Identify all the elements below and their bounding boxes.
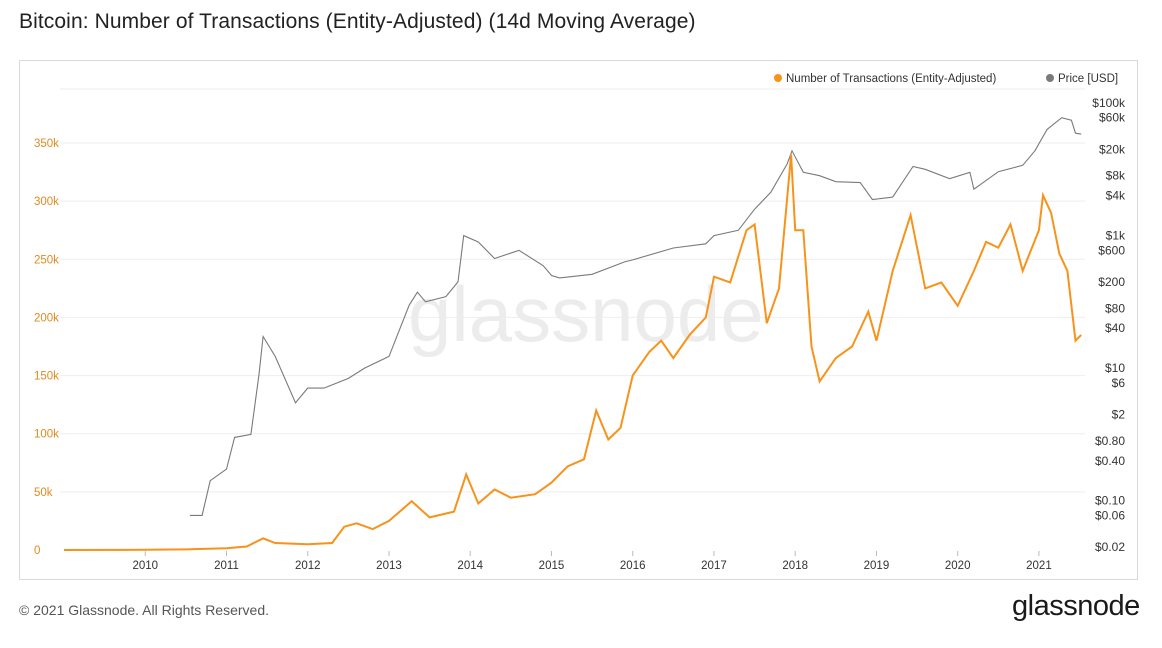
price-series-line xyxy=(189,117,1082,516)
y-left-tick-label: 150k xyxy=(34,371,59,383)
chart-panel: glassnode Number of Transactions (Entity… xyxy=(19,60,1138,580)
legend-label-price[interactable]: Price [USD] xyxy=(1058,73,1118,85)
y-right-tick-label: $80 xyxy=(1105,301,1125,315)
y-right-tick-label: $0.02 xyxy=(1095,540,1125,554)
y-right-tick-label: $0.40 xyxy=(1095,454,1125,468)
y-right-tick-label: $0.80 xyxy=(1095,434,1125,448)
x-tick-label: 2017 xyxy=(701,560,727,572)
x-tick-label: 2012 xyxy=(295,560,321,572)
y-right-tick-label: $0.06 xyxy=(1095,508,1125,522)
copyright-notice: © 2021 Glassnode. All Rights Reserved. xyxy=(19,602,270,618)
x-tick-label: 2020 xyxy=(945,560,971,572)
y-left-tick-label: 200k xyxy=(34,312,59,324)
y-left-tick-label: 250k xyxy=(34,254,59,266)
y-right-tick-label: $4k xyxy=(1106,189,1126,203)
chart-title: Bitcoin: Number of Transactions (Entity-… xyxy=(19,10,696,33)
y-left-tick-label: 350k xyxy=(34,138,59,150)
y-right-tick-label: $8k xyxy=(1106,169,1126,183)
x-tick-label: 2015 xyxy=(539,560,565,572)
x-tick-label: 2016 xyxy=(620,560,646,572)
y-left-tick-label: 50k xyxy=(34,487,53,499)
y-left-tick-label: 100k xyxy=(34,429,59,441)
watermark-text: glassnode xyxy=(408,270,764,358)
y-right-tick-label: $10 xyxy=(1105,361,1125,375)
y-right-tick-label: $600 xyxy=(1098,243,1125,257)
x-tick-label: 2011 xyxy=(214,560,239,572)
legend: Number of Transactions (Entity-Adjusted)… xyxy=(774,73,1118,85)
y-left-tick-label: 300k xyxy=(34,196,59,208)
y-axis-left-ticks: 0 50k 100k 150k 200k 250k 300k 350k xyxy=(34,138,59,557)
x-axis-ticks: 2010 2011 2012 2013 2014 2015 2016 2017 2018 2019… xyxy=(132,551,1052,572)
legend-label-transactions[interactable]: Number of Transactions (Entity-Adjusted) xyxy=(786,73,996,85)
grid-lines xyxy=(60,88,1085,493)
y-axis-right-ticks: $100k$60k$20k$8k$4k$1k$600$200$80$40$10$… xyxy=(1092,96,1126,554)
x-tick-label: 2010 xyxy=(132,560,158,572)
y-right-tick-label: $100k xyxy=(1092,96,1126,110)
legend-marker-transactions xyxy=(774,74,782,82)
y-right-tick-label: $2 xyxy=(1112,407,1126,421)
y-right-tick-label: $40 xyxy=(1105,321,1125,335)
legend-marker-price xyxy=(1046,74,1054,82)
x-tick-label: 2021 xyxy=(1026,560,1052,572)
chart-svg: glassnode Number of Transactions (Entity… xyxy=(34,73,1126,572)
y-right-tick-label: $200 xyxy=(1098,275,1125,289)
y-left-tick-label: 0 xyxy=(34,545,40,557)
y-right-tick-label: $1k xyxy=(1106,229,1126,243)
transactions-series-line xyxy=(63,154,1082,551)
x-tick-label: 2014 xyxy=(457,560,483,572)
y-right-tick-label: $20k xyxy=(1099,142,1126,156)
y-right-tick-label: $6 xyxy=(1112,376,1126,390)
glassnode-logo[interactable]: glassnode xyxy=(1012,590,1140,622)
y-right-tick-label: $0.10 xyxy=(1095,494,1125,508)
x-tick-label: 2018 xyxy=(782,560,808,572)
x-tick-label: 2013 xyxy=(376,560,402,572)
y-right-tick-label: $60k xyxy=(1099,111,1126,125)
x-tick-label: 2019 xyxy=(864,560,890,572)
